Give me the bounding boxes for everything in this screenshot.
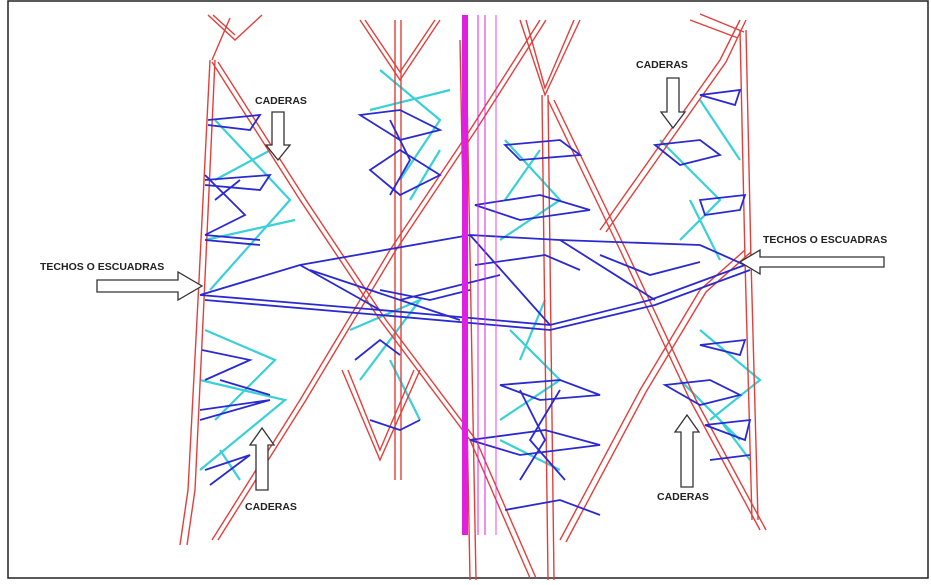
label-caderas-top-right: CADERAS — [636, 59, 688, 71]
arrow-techos-left — [96, 270, 204, 302]
diagram-border — [7, 0, 929, 579]
arrow-caderas-top-right — [659, 77, 687, 130]
label-techos-right: TECHOS O ESCUADRAS — [763, 234, 887, 246]
arrow-caderas-bottom-right — [673, 413, 701, 488]
arrows — [96, 77, 885, 491]
label-caderas-bottom-right: CADERAS — [657, 491, 709, 503]
label-caderas-top-left: CADERAS — [255, 95, 307, 107]
label-techos-left: TECHOS O ESCUADRAS — [40, 261, 164, 273]
arrow-caderas-bottom-left — [248, 426, 276, 491]
arrow-techos-right — [738, 248, 885, 276]
mast — [462, 15, 497, 535]
arrow-caderas-top-left — [264, 111, 292, 162]
tower-bracing — [199, 88, 752, 516]
cyan-bracing — [199, 69, 762, 481]
label-caderas-bottom-left: CADERAS — [245, 501, 297, 513]
